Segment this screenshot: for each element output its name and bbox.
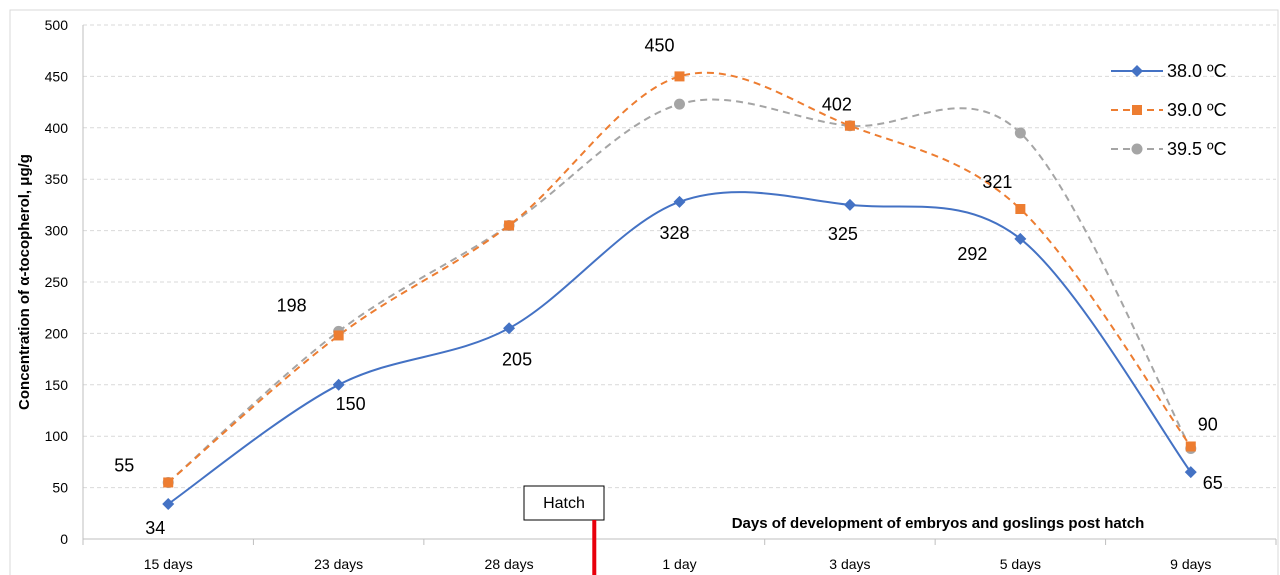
data-point xyxy=(504,220,515,231)
series-line xyxy=(167,98,1192,484)
data-point xyxy=(163,477,174,488)
data-point xyxy=(162,498,175,511)
y-axis-label: Concentration of α-tocopherol, μg/g xyxy=(16,154,33,410)
y-tick-label: 400 xyxy=(45,120,69,136)
data-label: 321 xyxy=(982,172,1012,192)
data-point xyxy=(843,198,856,211)
hatch-label-box xyxy=(523,485,605,521)
data-point xyxy=(503,322,516,335)
y-tick-label: 350 xyxy=(45,171,69,187)
x-tick-label: 9 days xyxy=(1170,556,1211,572)
data-point xyxy=(674,98,685,110)
x-tick-label: 3 days xyxy=(829,556,870,572)
data-labels: 34 55 150 198 205 328 450 325 402 292 321 65 90 xyxy=(114,35,1223,538)
y-tick-label: 450 xyxy=(45,68,69,84)
y-tick-label: 150 xyxy=(45,377,69,393)
hatch-marker: Hatch xyxy=(523,485,605,575)
data-label: 328 xyxy=(659,223,689,243)
chart-frame xyxy=(9,9,1279,575)
data-point xyxy=(1014,127,1026,139)
y-tick-label: 200 xyxy=(45,325,69,341)
data-point xyxy=(844,120,855,131)
x-tick-label: 5 days xyxy=(1000,556,1041,572)
data-label: 402 xyxy=(822,95,852,115)
data-label: 65 xyxy=(1203,473,1223,493)
data-label: 90 xyxy=(1198,414,1218,434)
legend-marker xyxy=(1131,143,1143,155)
legend-label: 39.5 ºC xyxy=(1167,139,1227,159)
data-label: 55 xyxy=(114,455,134,475)
legend-marker xyxy=(1132,105,1142,115)
legend-label: 38.0 ºC xyxy=(1167,61,1227,81)
x-tick-label: 15 days xyxy=(144,556,193,572)
y-tick-label: 100 xyxy=(45,428,69,444)
data-point xyxy=(333,330,344,341)
x-tick-label: 28 days xyxy=(485,556,534,572)
y-tick-label: 50 xyxy=(52,480,68,496)
x-tick-label: 23 days xyxy=(314,556,363,572)
series-line xyxy=(167,71,1192,484)
data-point xyxy=(1015,204,1026,215)
data-label: 198 xyxy=(277,295,307,315)
legend-marker xyxy=(1131,65,1143,77)
data-label: 34 xyxy=(145,518,165,538)
legend-label: 39.0 ºC xyxy=(1167,100,1227,120)
y-tick-label: 0 xyxy=(60,531,68,547)
y-tick-label: 250 xyxy=(45,274,69,290)
y-tick-label: 500 xyxy=(45,17,69,33)
x-axis: 15 days 23 days 28 days 1 day 3 days 5 days 9 … xyxy=(82,538,1277,572)
data-point xyxy=(1184,466,1197,479)
legend: 38.0 ºC 39.0 ºC 39.5 ºC xyxy=(1111,61,1227,159)
data-label: 450 xyxy=(644,35,674,55)
y-tick-label: 300 xyxy=(45,223,69,239)
data-label: 150 xyxy=(336,394,366,414)
data-point xyxy=(673,195,686,208)
series-group xyxy=(162,71,1197,511)
x-axis-label: Days of development of embryos and gosli… xyxy=(732,515,1145,532)
data-point xyxy=(332,378,345,391)
hatch-label: Hatch xyxy=(543,495,585,512)
data-point xyxy=(1185,441,1196,452)
data-label: 325 xyxy=(828,224,858,244)
data-label: 292 xyxy=(957,244,987,264)
data-point xyxy=(674,71,685,82)
data-label: 205 xyxy=(502,349,532,369)
y-axis: 0 50 100 150 200 250 300 350 400 450 500 xyxy=(45,17,84,547)
x-tick-label: 1 day xyxy=(662,556,696,572)
data-point xyxy=(1014,232,1027,245)
